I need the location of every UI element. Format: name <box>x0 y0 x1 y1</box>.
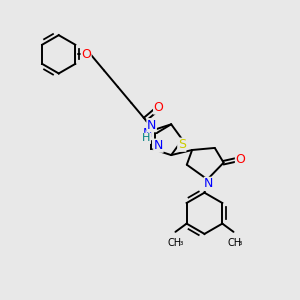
Text: CH: CH <box>167 238 181 248</box>
Text: N: N <box>143 127 152 140</box>
Text: O: O <box>236 153 245 166</box>
Text: S: S <box>178 138 186 151</box>
Text: ₃: ₃ <box>238 238 242 247</box>
Text: H: H <box>142 134 151 143</box>
Text: O: O <box>81 48 91 61</box>
Text: CH: CH <box>227 238 241 248</box>
Text: N: N <box>147 119 156 132</box>
Text: ₃: ₃ <box>180 238 183 247</box>
Text: N: N <box>154 139 163 152</box>
Text: N: N <box>204 177 214 190</box>
Text: O: O <box>154 101 164 114</box>
